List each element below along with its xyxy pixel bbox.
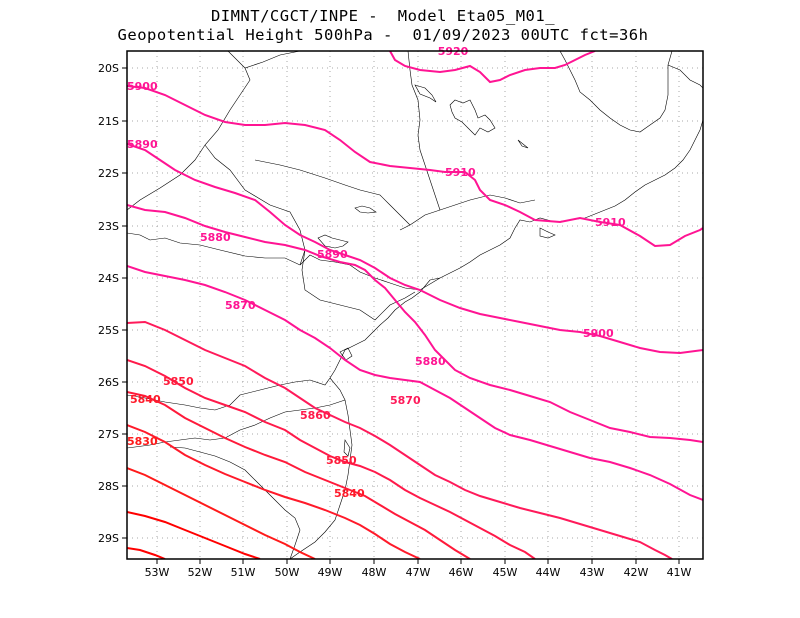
lon-label: 51W bbox=[231, 566, 256, 579]
coastline-borders bbox=[127, 51, 703, 559]
contour-5840 bbox=[127, 424, 421, 559]
contour-label: 5830 bbox=[127, 435, 158, 448]
lon-label: 48W bbox=[362, 566, 387, 579]
contour-5820 bbox=[127, 511, 261, 559]
lat-label: 29S bbox=[98, 532, 119, 545]
lon-label: 44W bbox=[536, 566, 561, 579]
lat-label: 26S bbox=[98, 376, 119, 389]
contour-5880 bbox=[127, 265, 703, 501]
geopotential-contours bbox=[127, 51, 703, 559]
latitude-axis bbox=[122, 67, 127, 539]
longitude-labels: 53W 52W 51W 50W 49W 48W 47W 46W 45W 44W … bbox=[145, 566, 692, 579]
map-frame bbox=[126, 50, 704, 560]
contour-5830 bbox=[127, 467, 316, 559]
lat-label: 27S bbox=[98, 428, 119, 441]
contour-label: 5870 bbox=[390, 394, 421, 407]
lat-label: 24S bbox=[98, 272, 119, 285]
contour-label: 5900 bbox=[127, 80, 158, 93]
contour-5860 bbox=[127, 359, 536, 559]
map-title-line2: Geopotential Height 500hPa - 01/09/2023 … bbox=[117, 26, 649, 44]
contour-label: 5880 bbox=[200, 231, 231, 244]
lon-label: 53W bbox=[145, 566, 170, 579]
lon-label: 42W bbox=[624, 566, 649, 579]
lon-label: 45W bbox=[493, 566, 518, 579]
contour-label: 5840 bbox=[334, 487, 365, 500]
contour-label: 5890 bbox=[127, 138, 158, 151]
lon-label: 47W bbox=[406, 566, 431, 579]
contour-label: 5850 bbox=[326, 454, 357, 467]
contour-5910 bbox=[127, 85, 703, 248]
lon-label: 52W bbox=[188, 566, 213, 579]
contour-label: 5910 bbox=[445, 166, 476, 179]
graticule bbox=[127, 51, 703, 559]
contour-5900 bbox=[127, 143, 703, 355]
contour-label: 5880 bbox=[415, 355, 446, 368]
lat-label: 20S bbox=[98, 62, 119, 75]
lon-label: 50W bbox=[275, 566, 300, 579]
contour-5920 bbox=[389, 51, 596, 84]
contour-5890 bbox=[127, 204, 703, 443]
latitude-labels: 20S 21S 22S 23S 24S 25S 26S 27S 28S 29S bbox=[98, 62, 119, 545]
lat-label: 23S bbox=[98, 220, 119, 233]
lon-label: 43W bbox=[580, 566, 605, 579]
contour-label: 5850 bbox=[163, 375, 194, 388]
lat-label: 28S bbox=[98, 480, 119, 493]
contour-label: 5860 bbox=[300, 409, 331, 422]
contour-5810 bbox=[127, 547, 166, 559]
contour-label: 5900 bbox=[583, 327, 614, 340]
contour-label: 5910 bbox=[595, 216, 626, 229]
lon-label: 49W bbox=[318, 566, 343, 579]
contour-5850 bbox=[127, 391, 471, 559]
lon-label: 41W bbox=[667, 566, 692, 579]
lat-label: 21S bbox=[98, 115, 119, 128]
contour-5870 bbox=[127, 320, 673, 559]
contour-label: 5890 bbox=[317, 248, 348, 261]
contour-label: 5840 bbox=[130, 393, 161, 406]
contour-label: 5870 bbox=[225, 299, 256, 312]
lon-label: 46W bbox=[449, 566, 474, 579]
map-title-line1: DIMNT/CGCT/INPE - Model Eta05_M01_ bbox=[210, 7, 556, 25]
longitude-axis bbox=[156, 559, 680, 564]
lat-label: 22S bbox=[98, 167, 119, 180]
lat-label: 25S bbox=[98, 324, 119, 337]
